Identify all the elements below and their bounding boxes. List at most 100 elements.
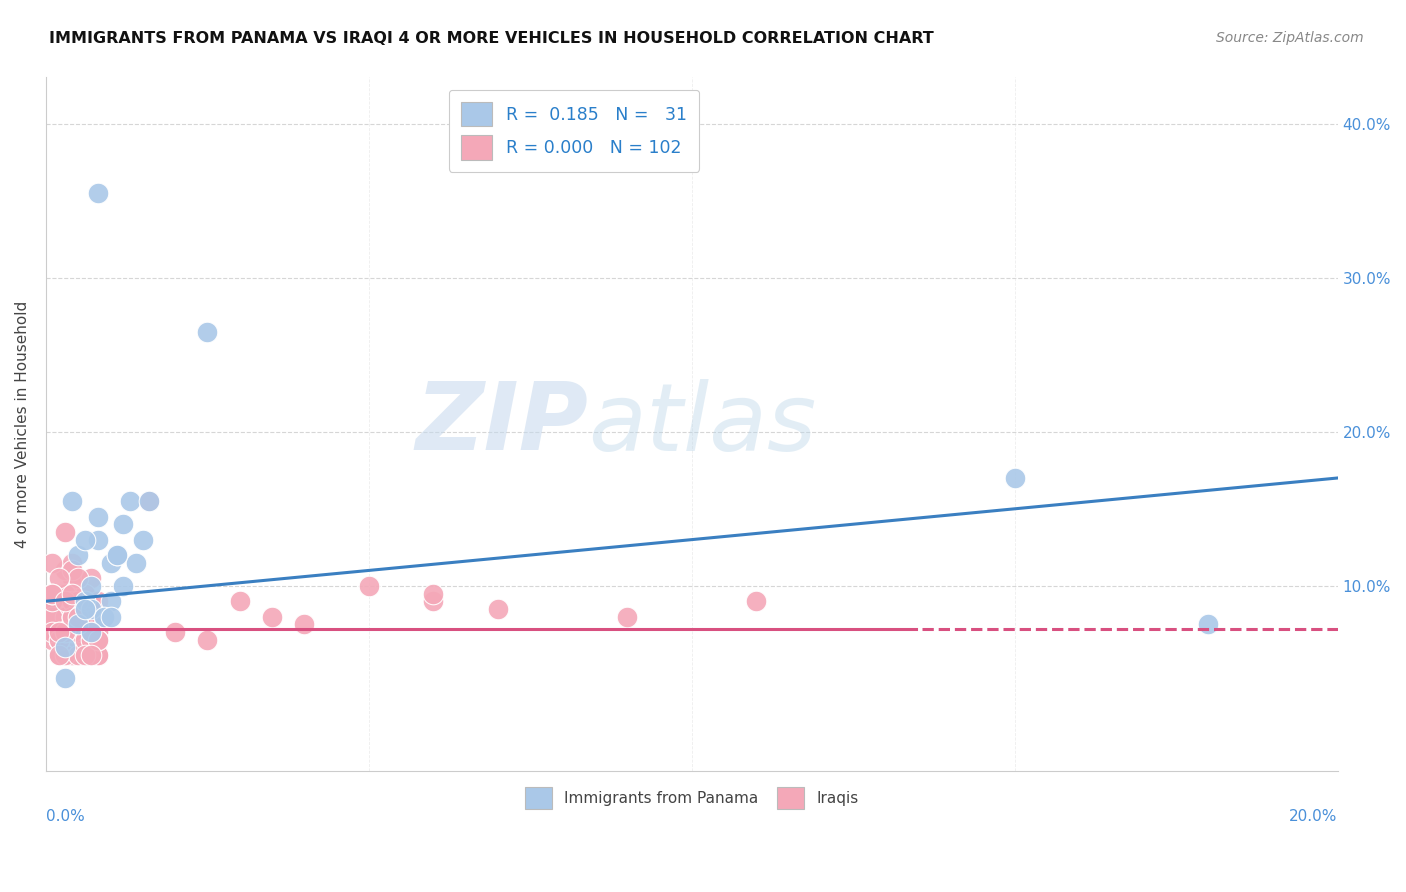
Point xyxy=(93,609,115,624)
Point xyxy=(60,594,83,608)
Point xyxy=(67,617,90,632)
Point xyxy=(80,632,103,647)
Point xyxy=(67,548,90,562)
Point xyxy=(67,648,90,662)
Point xyxy=(80,594,103,608)
Point xyxy=(86,632,108,647)
Point xyxy=(73,632,96,647)
Point xyxy=(86,594,108,608)
Point xyxy=(745,594,768,608)
Point xyxy=(86,632,108,647)
Point xyxy=(73,533,96,547)
Point xyxy=(86,648,108,662)
Point xyxy=(48,648,70,662)
Point xyxy=(67,609,90,624)
Point xyxy=(73,594,96,608)
Point xyxy=(48,632,70,647)
Point xyxy=(100,609,122,624)
Point xyxy=(73,586,96,600)
Point xyxy=(53,625,76,640)
Point xyxy=(67,625,90,640)
Point xyxy=(80,625,103,640)
Point xyxy=(53,648,76,662)
Point xyxy=(41,594,63,608)
Point xyxy=(86,632,108,647)
Point xyxy=(48,586,70,600)
Point xyxy=(41,609,63,624)
Point xyxy=(73,632,96,647)
Point xyxy=(86,533,108,547)
Point xyxy=(228,594,250,608)
Point xyxy=(48,648,70,662)
Point xyxy=(1198,617,1220,632)
Point xyxy=(86,509,108,524)
Point xyxy=(60,494,83,508)
Point xyxy=(60,563,83,577)
Point xyxy=(80,579,103,593)
Point xyxy=(53,586,76,600)
Point xyxy=(1004,471,1026,485)
Point xyxy=(165,625,187,640)
Point xyxy=(41,625,63,640)
Point xyxy=(60,594,83,608)
Point xyxy=(486,602,509,616)
Point xyxy=(86,625,108,640)
Point xyxy=(118,494,141,508)
Point xyxy=(53,586,76,600)
Point xyxy=(73,602,96,616)
Point xyxy=(73,594,96,608)
Point xyxy=(112,517,135,532)
Point xyxy=(80,571,103,585)
Point xyxy=(60,609,83,624)
Point xyxy=(80,648,103,662)
Point xyxy=(41,586,63,600)
Point xyxy=(60,648,83,662)
Point xyxy=(48,625,70,640)
Point xyxy=(80,632,103,647)
Point xyxy=(100,556,122,570)
Point xyxy=(60,571,83,585)
Point xyxy=(67,625,90,640)
Point xyxy=(80,609,103,624)
Point xyxy=(48,625,70,640)
Point xyxy=(60,625,83,640)
Point xyxy=(41,609,63,624)
Point xyxy=(80,625,103,640)
Point xyxy=(67,594,90,608)
Point xyxy=(48,625,70,640)
Point xyxy=(48,632,70,647)
Text: 20.0%: 20.0% xyxy=(1289,809,1337,824)
Point xyxy=(41,594,63,608)
Point xyxy=(53,594,76,608)
Point xyxy=(60,586,83,600)
Point xyxy=(422,594,444,608)
Point xyxy=(138,494,160,508)
Point xyxy=(80,648,103,662)
Point xyxy=(260,609,283,624)
Point xyxy=(60,609,83,624)
Point xyxy=(67,625,90,640)
Point xyxy=(73,609,96,624)
Text: 0.0%: 0.0% xyxy=(46,809,84,824)
Point xyxy=(41,586,63,600)
Point xyxy=(80,625,103,640)
Point xyxy=(53,640,76,655)
Point xyxy=(86,648,108,662)
Point xyxy=(73,625,96,640)
Point xyxy=(132,533,155,547)
Point xyxy=(73,586,96,600)
Point xyxy=(67,586,90,600)
Point xyxy=(105,548,128,562)
Point xyxy=(48,571,70,585)
Point xyxy=(53,586,76,600)
Point xyxy=(80,602,103,616)
Point xyxy=(41,586,63,600)
Point xyxy=(292,617,315,632)
Point xyxy=(357,579,380,593)
Point xyxy=(197,632,219,647)
Point xyxy=(86,648,108,662)
Point xyxy=(53,609,76,624)
Text: ZIP: ZIP xyxy=(416,378,589,470)
Point xyxy=(41,609,63,624)
Text: atlas: atlas xyxy=(589,378,817,469)
